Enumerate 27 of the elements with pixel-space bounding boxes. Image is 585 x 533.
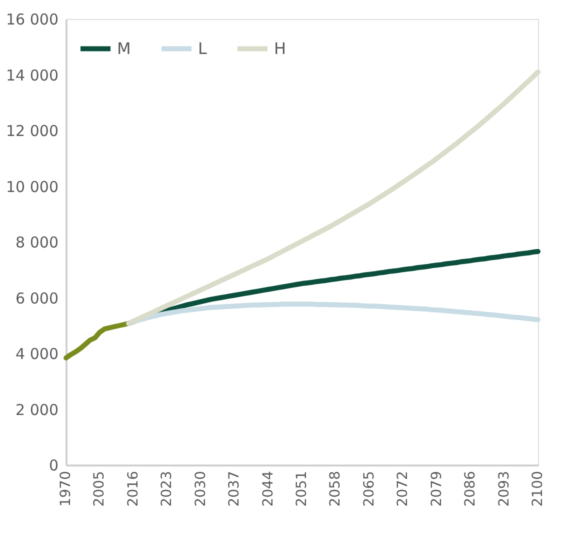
y-tick-label: 0 [48,456,58,474]
y-tick-label: 10 000 [6,178,58,196]
x-tick-label: 1970 [58,471,74,507]
y-tick-label: 6 000 [16,289,58,308]
x-tick-label: 2044 [260,470,276,507]
legend-label: H [274,38,286,58]
y-tick-label: 14 000 [6,66,58,84]
legend-label: M [117,38,131,58]
x-tick-label: 2037 [226,471,243,507]
x-tick-label: 2023 [159,471,176,507]
x-tick-label: 2093 [496,471,512,507]
x-tick-label: 2016 [125,470,142,507]
y-tick-label: 2 000 [16,400,58,419]
x-tick-label: 2065 [361,471,378,507]
x-tick-label: 2005 [92,471,108,507]
x-tick-label: 2030 [192,471,209,507]
x-tick-label: 2072 [395,471,412,507]
y-tick-label: 16 000 [6,10,58,28]
y-tick-label: 8 000 [16,234,58,252]
y-tick-label: 4 000 [16,345,58,363]
legend-label: L [198,38,207,58]
y-tick-label: 12 000 [6,122,58,140]
x-tick-label: 2100 [530,471,546,507]
x-tick-label: 2058 [328,471,344,507]
x-tick-label: 2086 [462,470,479,507]
x-tick-label: 2079 [428,471,445,507]
x-tick-label: 2051 [294,471,310,507]
